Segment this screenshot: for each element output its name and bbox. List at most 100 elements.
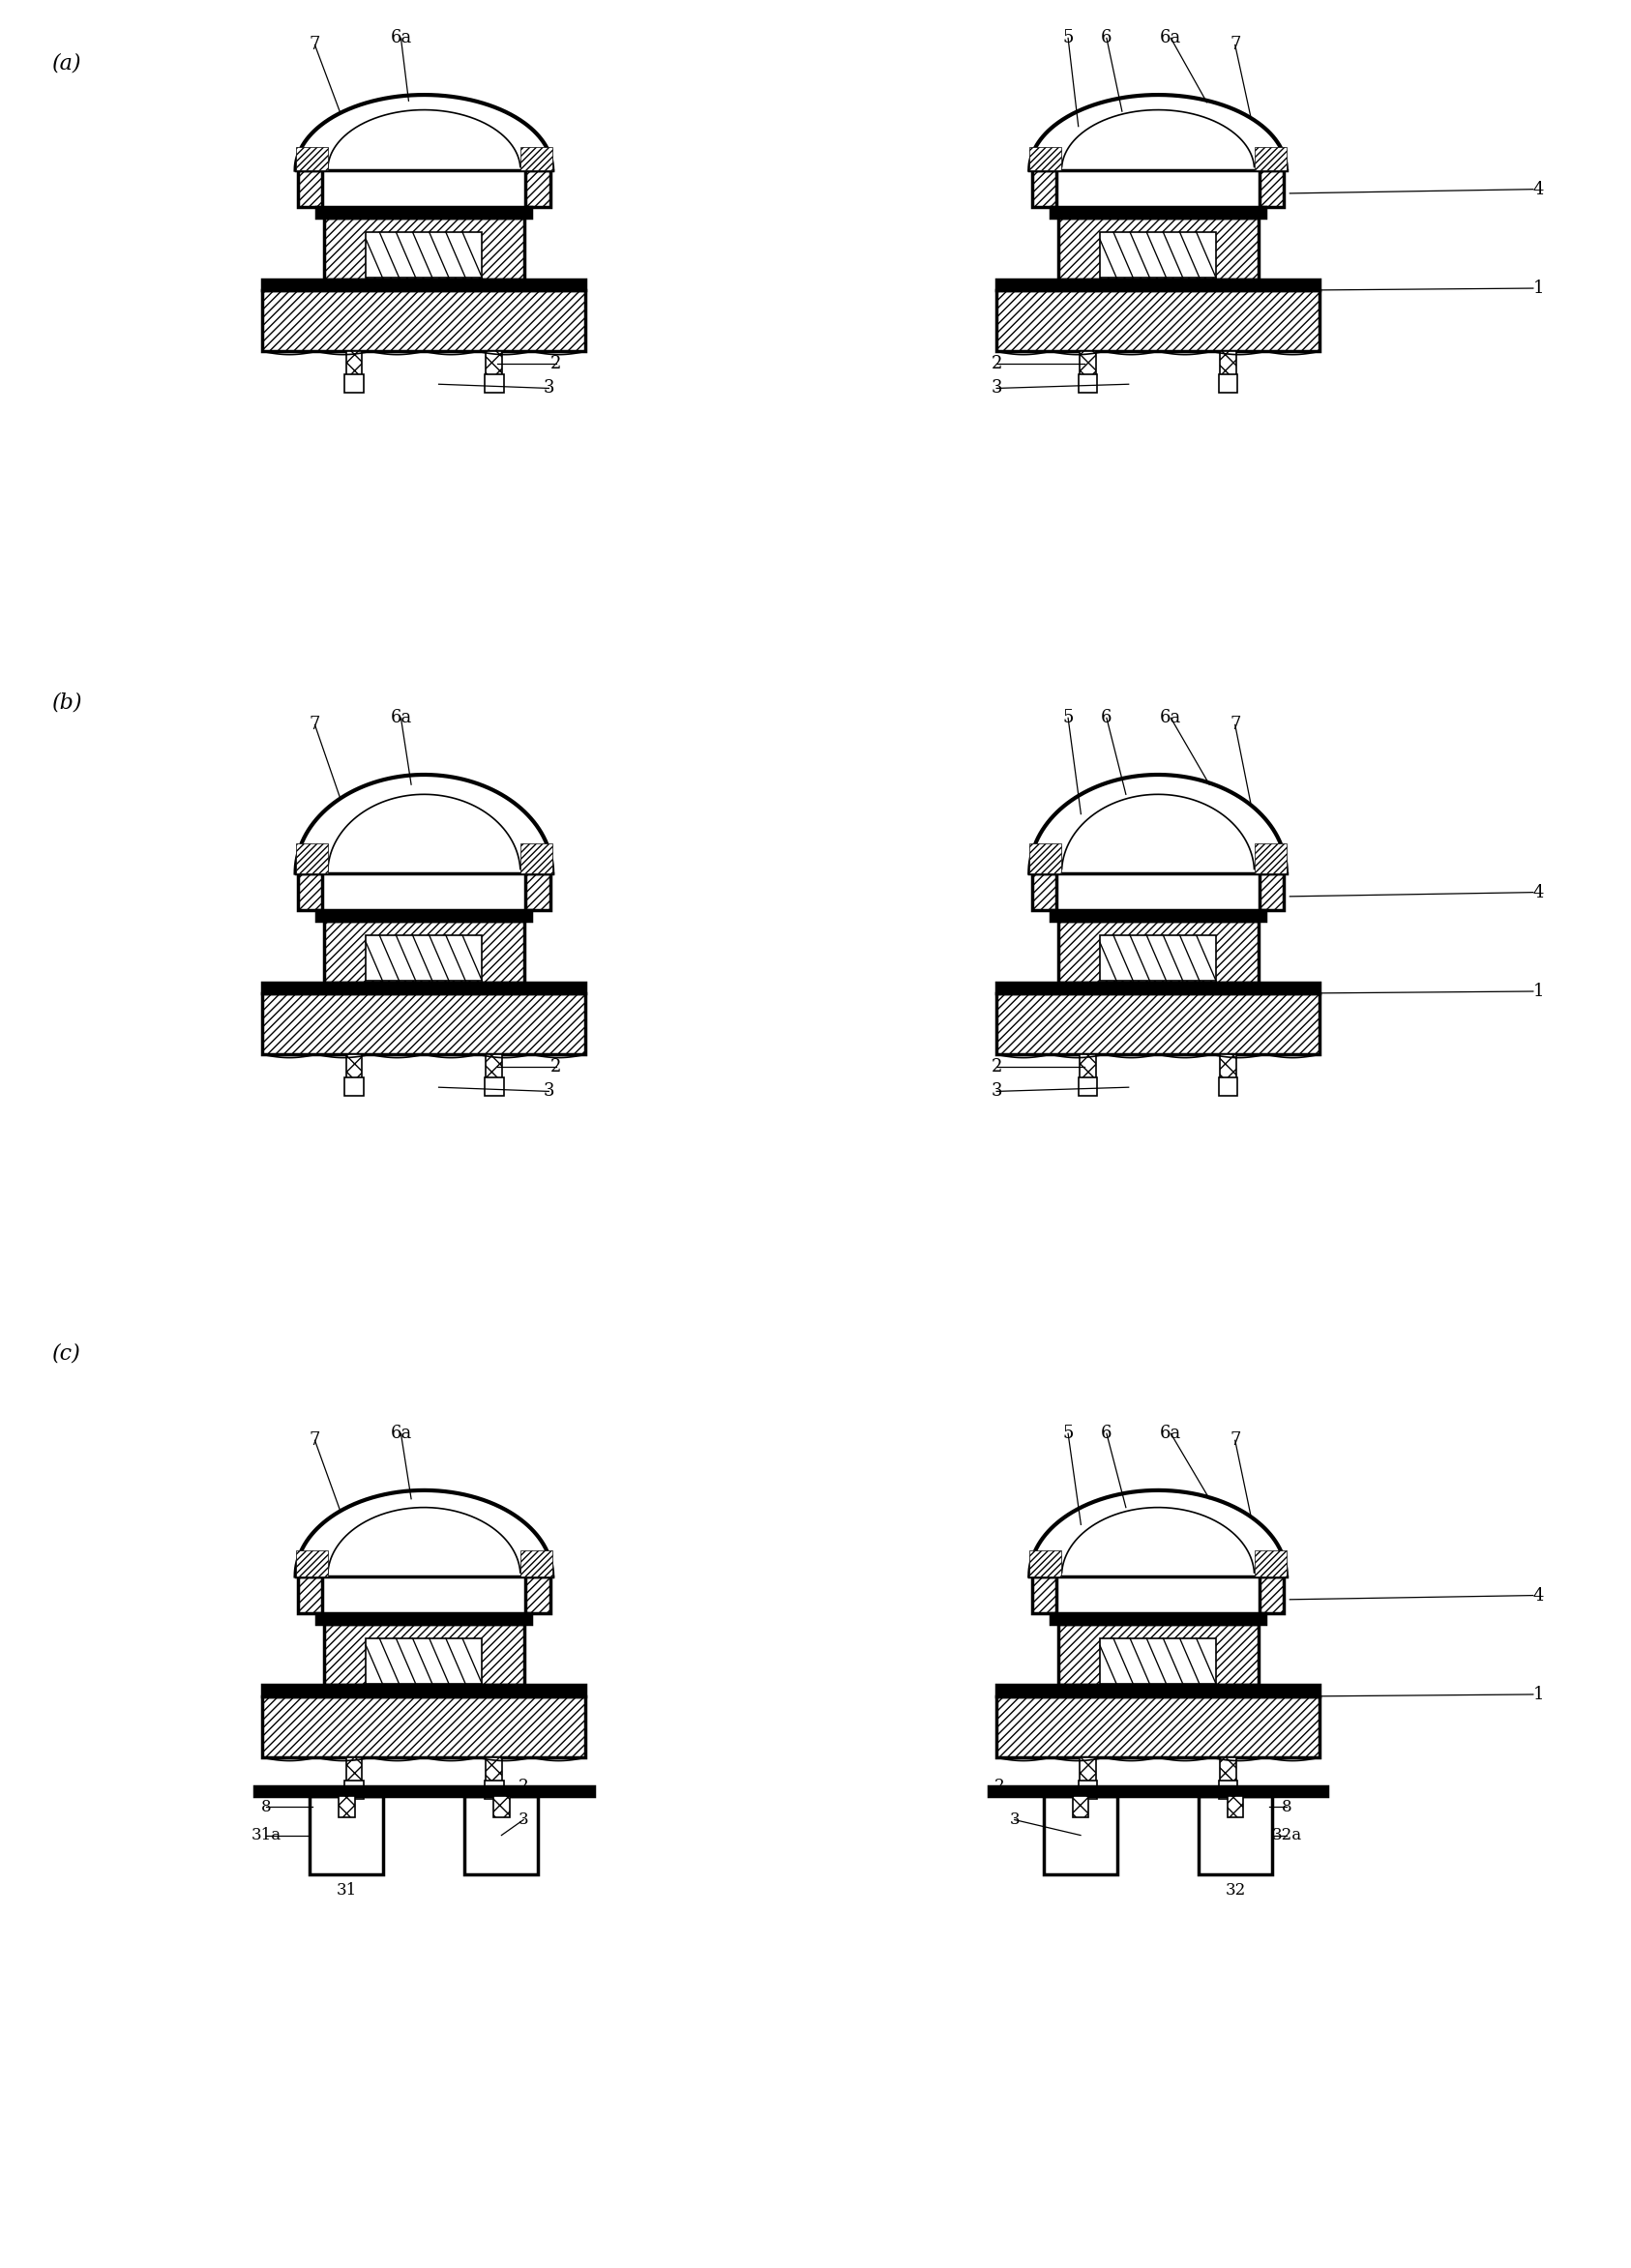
Text: (a): (a) <box>52 52 82 75</box>
Text: 3: 3 <box>543 379 555 397</box>
Text: (c): (c) <box>52 1343 82 1365</box>
FancyBboxPatch shape <box>1259 170 1284 206</box>
Bar <box>525 170 550 206</box>
Bar <box>1032 873 1057 909</box>
Bar <box>1073 1796 1088 1817</box>
FancyBboxPatch shape <box>1032 873 1057 909</box>
FancyBboxPatch shape <box>325 1624 524 1685</box>
Bar <box>1080 352 1096 376</box>
FancyBboxPatch shape <box>1032 170 1057 206</box>
Bar <box>1078 1780 1098 1799</box>
Text: 8: 8 <box>261 1799 271 1814</box>
Bar <box>1080 1055 1096 1080</box>
Bar <box>316 206 532 218</box>
Bar <box>1029 1551 1062 1576</box>
FancyBboxPatch shape <box>263 290 586 352</box>
Text: 5: 5 <box>1062 1424 1073 1442</box>
Bar <box>1218 1780 1238 1799</box>
Bar <box>298 1576 323 1613</box>
Text: 2: 2 <box>551 356 561 372</box>
Bar <box>263 993 586 1055</box>
Bar <box>1032 170 1057 206</box>
Text: 7: 7 <box>1230 1431 1241 1449</box>
Bar <box>1029 147 1062 170</box>
Bar <box>1254 844 1287 873</box>
Text: 3: 3 <box>992 379 1001 397</box>
Bar <box>486 352 502 376</box>
Bar <box>263 1696 586 1758</box>
Text: 5: 5 <box>1062 710 1073 726</box>
Bar <box>295 1551 328 1576</box>
Bar <box>465 1796 538 1873</box>
Text: 7: 7 <box>310 36 320 54</box>
FancyBboxPatch shape <box>1059 218 1258 279</box>
Bar <box>346 352 362 376</box>
Bar <box>346 1055 362 1080</box>
Bar <box>365 231 483 279</box>
FancyBboxPatch shape <box>298 873 323 909</box>
Text: 2: 2 <box>992 1059 1001 1075</box>
Text: 3: 3 <box>1010 1812 1019 1828</box>
Bar <box>494 1796 509 1817</box>
Text: 3: 3 <box>519 1812 528 1828</box>
Bar <box>316 1613 532 1624</box>
Bar <box>1259 170 1284 206</box>
Bar <box>1259 873 1284 909</box>
Bar <box>263 1685 586 1696</box>
Bar <box>486 1055 502 1080</box>
Text: 4: 4 <box>1533 181 1545 197</box>
Text: 6a: 6a <box>1160 1424 1181 1442</box>
FancyBboxPatch shape <box>997 290 1319 352</box>
Text: 3: 3 <box>992 1082 1001 1100</box>
Bar <box>298 170 323 206</box>
Bar <box>1059 921 1258 982</box>
Text: 6a: 6a <box>1160 710 1181 726</box>
Bar <box>1099 934 1217 982</box>
Text: 1: 1 <box>1533 279 1545 297</box>
Text: 4: 4 <box>1533 885 1545 900</box>
Bar <box>1029 844 1062 873</box>
Text: 2: 2 <box>992 356 1001 372</box>
Text: 6a: 6a <box>390 29 411 48</box>
FancyBboxPatch shape <box>263 1696 586 1758</box>
Text: 3: 3 <box>543 1082 555 1100</box>
Bar <box>344 1077 364 1095</box>
FancyBboxPatch shape <box>525 1576 550 1613</box>
FancyBboxPatch shape <box>1059 1624 1258 1685</box>
Bar <box>1254 147 1287 170</box>
Bar <box>988 1787 1328 1796</box>
FancyBboxPatch shape <box>298 1576 323 1613</box>
Bar <box>1080 1758 1096 1783</box>
Bar <box>295 844 328 873</box>
Bar <box>1099 231 1217 279</box>
FancyBboxPatch shape <box>325 218 524 279</box>
Bar <box>1199 1796 1272 1873</box>
Bar <box>1059 218 1258 279</box>
Text: 7: 7 <box>310 1431 320 1449</box>
Text: 6a: 6a <box>390 1424 411 1442</box>
FancyBboxPatch shape <box>263 993 586 1055</box>
Bar <box>1220 1055 1236 1080</box>
Bar <box>1099 1637 1217 1685</box>
Bar <box>325 1624 524 1685</box>
Bar <box>1044 1796 1117 1873</box>
Bar <box>1050 206 1266 218</box>
Bar <box>344 374 364 392</box>
Text: 6a: 6a <box>1160 29 1181 48</box>
Bar <box>316 909 532 921</box>
Bar <box>325 218 524 279</box>
Bar <box>525 1576 550 1613</box>
Bar <box>1059 1624 1258 1685</box>
Bar <box>1259 1576 1284 1613</box>
Text: 32: 32 <box>1225 1882 1246 1898</box>
FancyBboxPatch shape <box>1059 921 1258 982</box>
Text: 2: 2 <box>551 1059 561 1075</box>
Text: 1: 1 <box>1533 1685 1545 1703</box>
Bar <box>1218 374 1238 392</box>
Bar <box>1032 1576 1057 1613</box>
Text: 31: 31 <box>336 1882 357 1898</box>
Bar <box>1050 1613 1266 1624</box>
Bar <box>339 1796 354 1817</box>
Bar <box>263 279 586 290</box>
Bar <box>486 1758 502 1783</box>
